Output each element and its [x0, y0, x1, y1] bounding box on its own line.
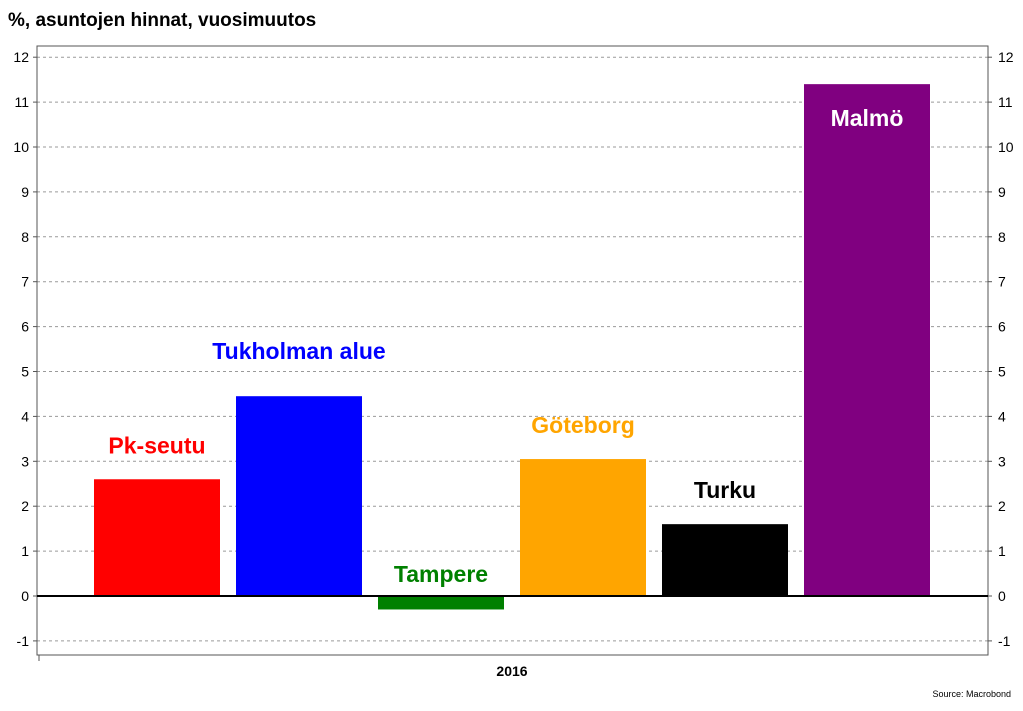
y-tick-label-left: 1 — [21, 543, 29, 559]
y-tick-label-right: 9 — [998, 184, 1006, 200]
bar-g-teborg — [520, 459, 646, 596]
y-tick-label-right: 5 — [998, 364, 1006, 380]
bar-tampere — [378, 596, 504, 610]
bar-label: Turku — [694, 477, 756, 503]
y-tick-label-left: 4 — [21, 408, 29, 424]
y-tick-label-left: 0 — [21, 588, 29, 604]
bar-pk-seutu — [94, 479, 220, 596]
y-tick-label-left: 7 — [21, 274, 29, 290]
bar-label: Pk-seutu — [108, 432, 205, 458]
y-tick-label-left: 12 — [13, 49, 29, 65]
y-tick-label-left: 11 — [14, 94, 29, 110]
y-tick-label-left: 5 — [21, 364, 29, 380]
x-tick-label: 2016 — [496, 663, 527, 679]
y-tick-label-left: -1 — [17, 633, 30, 649]
y-tick-label-right: 11 — [998, 94, 1013, 110]
y-tick-label-right: 10 — [998, 139, 1014, 155]
y-tick-label-right: 1 — [998, 543, 1006, 559]
y-tick-label-left: 9 — [21, 184, 29, 200]
bar-label: Tampere — [394, 561, 488, 587]
source-note: Source: Macrobond — [932, 689, 1011, 699]
y-tick-label-right: 2 — [998, 498, 1006, 514]
y-tick-label-right: 4 — [998, 408, 1006, 424]
y-tick-label-left: 2 — [21, 498, 29, 514]
bar-turku — [662, 524, 788, 596]
bar-labels: Pk-seutu Tukholman alue Tampere Göteborg Tur… — [108, 105, 903, 587]
chart-title: %, asuntojen hinnat, vuosimuutos — [8, 10, 317, 31]
bar-tukholman-alue — [236, 396, 362, 596]
bar-label: Göteborg — [531, 412, 635, 438]
y-tick-label-right: 8 — [998, 229, 1006, 245]
y-tick-label-right: 12 — [998, 49, 1014, 65]
y-tick-label-left: 10 — [13, 139, 29, 155]
bars — [94, 84, 930, 610]
y-tick-label-left: 3 — [21, 453, 29, 469]
bar-label: Malmö — [831, 105, 904, 131]
bar-malm- — [804, 84, 930, 596]
y-tick-label-right: -1 — [998, 633, 1011, 649]
y-tick-label-left: 6 — [21, 319, 29, 335]
y-tick-label-left: 8 — [21, 229, 29, 245]
bar-label: Tukholman alue — [212, 338, 385, 364]
y-tick-label-right: 6 — [998, 319, 1006, 335]
plot-frame — [36, 45, 989, 656]
y-tick-label-right: 3 — [998, 453, 1006, 469]
y-tick-label-right: 7 — [998, 274, 1006, 290]
y-tick-label-right: 0 — [998, 588, 1006, 604]
